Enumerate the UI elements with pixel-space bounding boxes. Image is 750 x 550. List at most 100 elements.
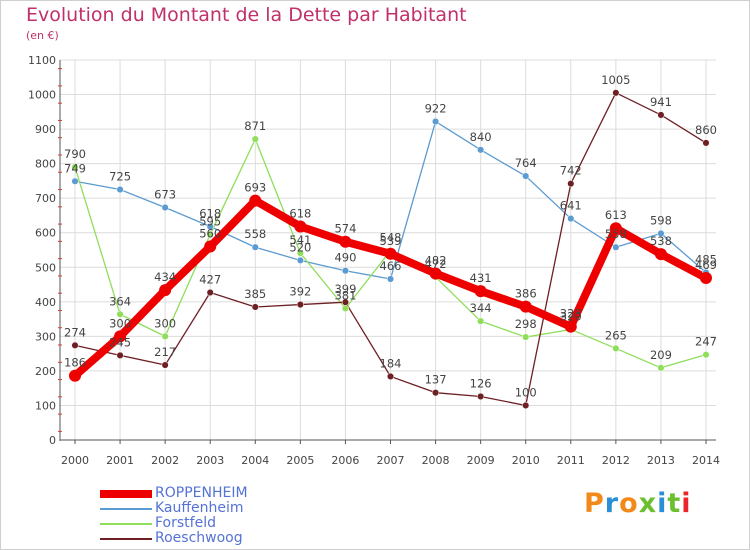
x-tick-label: 2014 [692,454,720,467]
data-point [71,341,79,349]
data-label: 742 [560,164,582,178]
y-tick-label: 500 [35,261,56,274]
data-point [116,185,124,194]
data-label: 184 [380,356,402,370]
legend-item: Forstfeld [100,516,360,531]
data-point [612,243,620,251]
data-label: 693 [244,181,266,195]
x-tick-label: 2000 [61,454,89,467]
data-point [161,203,169,212]
data-label: 434 [154,270,176,284]
data-label: 100 [515,385,537,399]
legend-label: Kauffenheim [155,500,244,516]
data-label: 790 [64,147,86,161]
data-label: 673 [154,188,176,202]
data-point [71,177,79,185]
data-point [567,215,575,223]
data-label: 922 [425,101,447,115]
data-point [206,230,214,239]
data-label: 126 [470,376,492,390]
data-point [296,301,304,309]
logo-letter: P [584,488,605,519]
logo-letter: i [657,488,668,519]
legend-swatch [100,538,152,540]
data-label: 574 [334,222,356,236]
data-label: 265 [605,328,627,342]
y-tick-label: 800 [35,158,56,171]
data-label: 328 [560,307,582,321]
y-tick-label: 300 [35,330,56,343]
y-tick-label: 400 [35,296,56,309]
data-point [204,240,217,253]
legend-item: ROPPENHEIM [100,486,360,501]
data-label: 209 [650,348,672,362]
x-tick-label: 2006 [331,454,359,467]
data-point [341,298,349,306]
data-point [702,139,710,147]
data-point [116,310,124,318]
y-tick-label: 600 [35,227,56,240]
data-label: 485 [695,252,717,266]
x-tick-label: 2002 [151,454,179,467]
legend-item: Roeschwoog [100,531,360,546]
y-tick-label: 100 [35,399,56,412]
data-label: 560 [199,227,221,241]
data-label: 385 [244,287,266,301]
logo-letter: t [667,488,682,519]
data-label: 298 [515,317,537,331]
y-tick-label: 700 [35,192,56,205]
data-point [477,146,485,154]
data-point [432,117,440,126]
y-tick-label: 1100 [28,54,56,67]
data-label: 245 [109,335,131,349]
data-point [296,249,304,257]
data-point [657,111,665,119]
data-point [251,243,259,251]
y-tick-label: 200 [35,365,56,378]
data-label: 725 [109,170,131,184]
data-point [251,303,259,311]
data-point [477,392,485,401]
data-point [432,389,440,397]
data-label: 618 [289,207,311,221]
logo-letter: x [638,488,658,519]
data-label: 840 [470,130,492,144]
x-tick-label: 2001 [106,454,134,467]
data-point [116,351,124,359]
data-label: 217 [154,345,176,359]
data-label: 541 [289,233,311,247]
data-label: 558 [244,227,266,241]
data-label: 871 [244,119,266,133]
data-point [206,222,214,231]
data-label: 860 [695,123,717,137]
data-point [702,351,710,359]
data-label: 469 [695,258,717,272]
data-point [71,163,79,171]
data-label: 520 [289,240,311,254]
data-point [161,332,169,340]
data-point [477,317,485,325]
data-point [386,275,395,283]
data-label: 186 [64,356,86,370]
data-label: 392 [289,285,311,299]
legend-item: Kauffenheim [100,501,360,516]
y-tick-label: 900 [35,123,56,136]
data-point [657,364,665,372]
data-label: 431 [470,271,492,285]
chart-legend: ROPPENHEIM Kauffenheim Forstfeld Roeschwoog [100,486,360,546]
x-tick-label: 2004 [241,454,269,467]
data-label: 274 [64,325,86,339]
data-label: 466 [380,259,402,273]
data-point [69,369,81,382]
data-point [519,300,532,313]
data-label: 941 [650,95,672,109]
data-point [251,135,259,143]
data-point [609,222,622,235]
data-label: 490 [334,251,356,265]
data-label: 618 [199,207,221,221]
data-point [386,372,395,380]
data-point [654,248,667,261]
y-tick-label: 0 [49,434,56,447]
data-label: 344 [470,301,492,315]
